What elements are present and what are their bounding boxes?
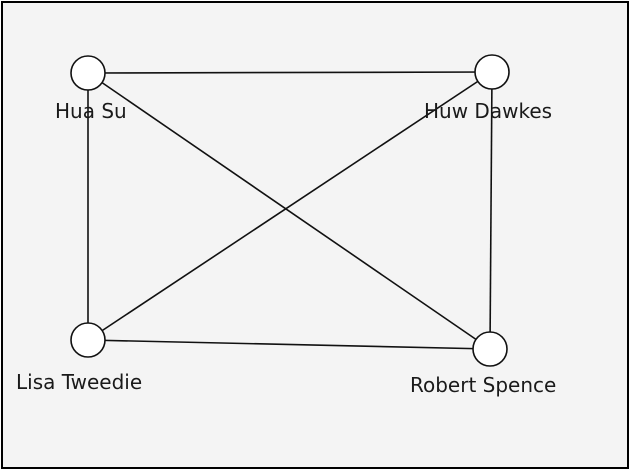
node-robert-spence[interactable] [472, 331, 508, 367]
graph-nodes [70, 54, 510, 367]
node-label-huw-dawkes: Huw Dawkes [424, 99, 552, 123]
edge-huw-dawkes-robert-spence [489, 71, 493, 350]
node-huw-dawkes[interactable] [474, 54, 510, 90]
node-lisa-tweedie[interactable] [70, 322, 106, 358]
edge-hua-su-huw-dawkes [87, 71, 493, 74]
edge-lisa-tweedie-robert-spence [87, 339, 491, 350]
edge-hua-su-robert-spence [87, 72, 491, 350]
graph-labels: Hua Su Huw Dawkes Lisa Tweedie Robert Spenc… [16, 99, 556, 397]
node-label-hua-su: Hua Su [55, 99, 127, 123]
graph-edges [87, 71, 493, 350]
node-label-lisa-tweedie: Lisa Tweedie [16, 370, 142, 394]
node-hua-su[interactable] [70, 55, 106, 91]
edge-huw-dawkes-lisa-tweedie [87, 71, 493, 341]
node-label-robert-spence: Robert Spence [410, 373, 556, 397]
